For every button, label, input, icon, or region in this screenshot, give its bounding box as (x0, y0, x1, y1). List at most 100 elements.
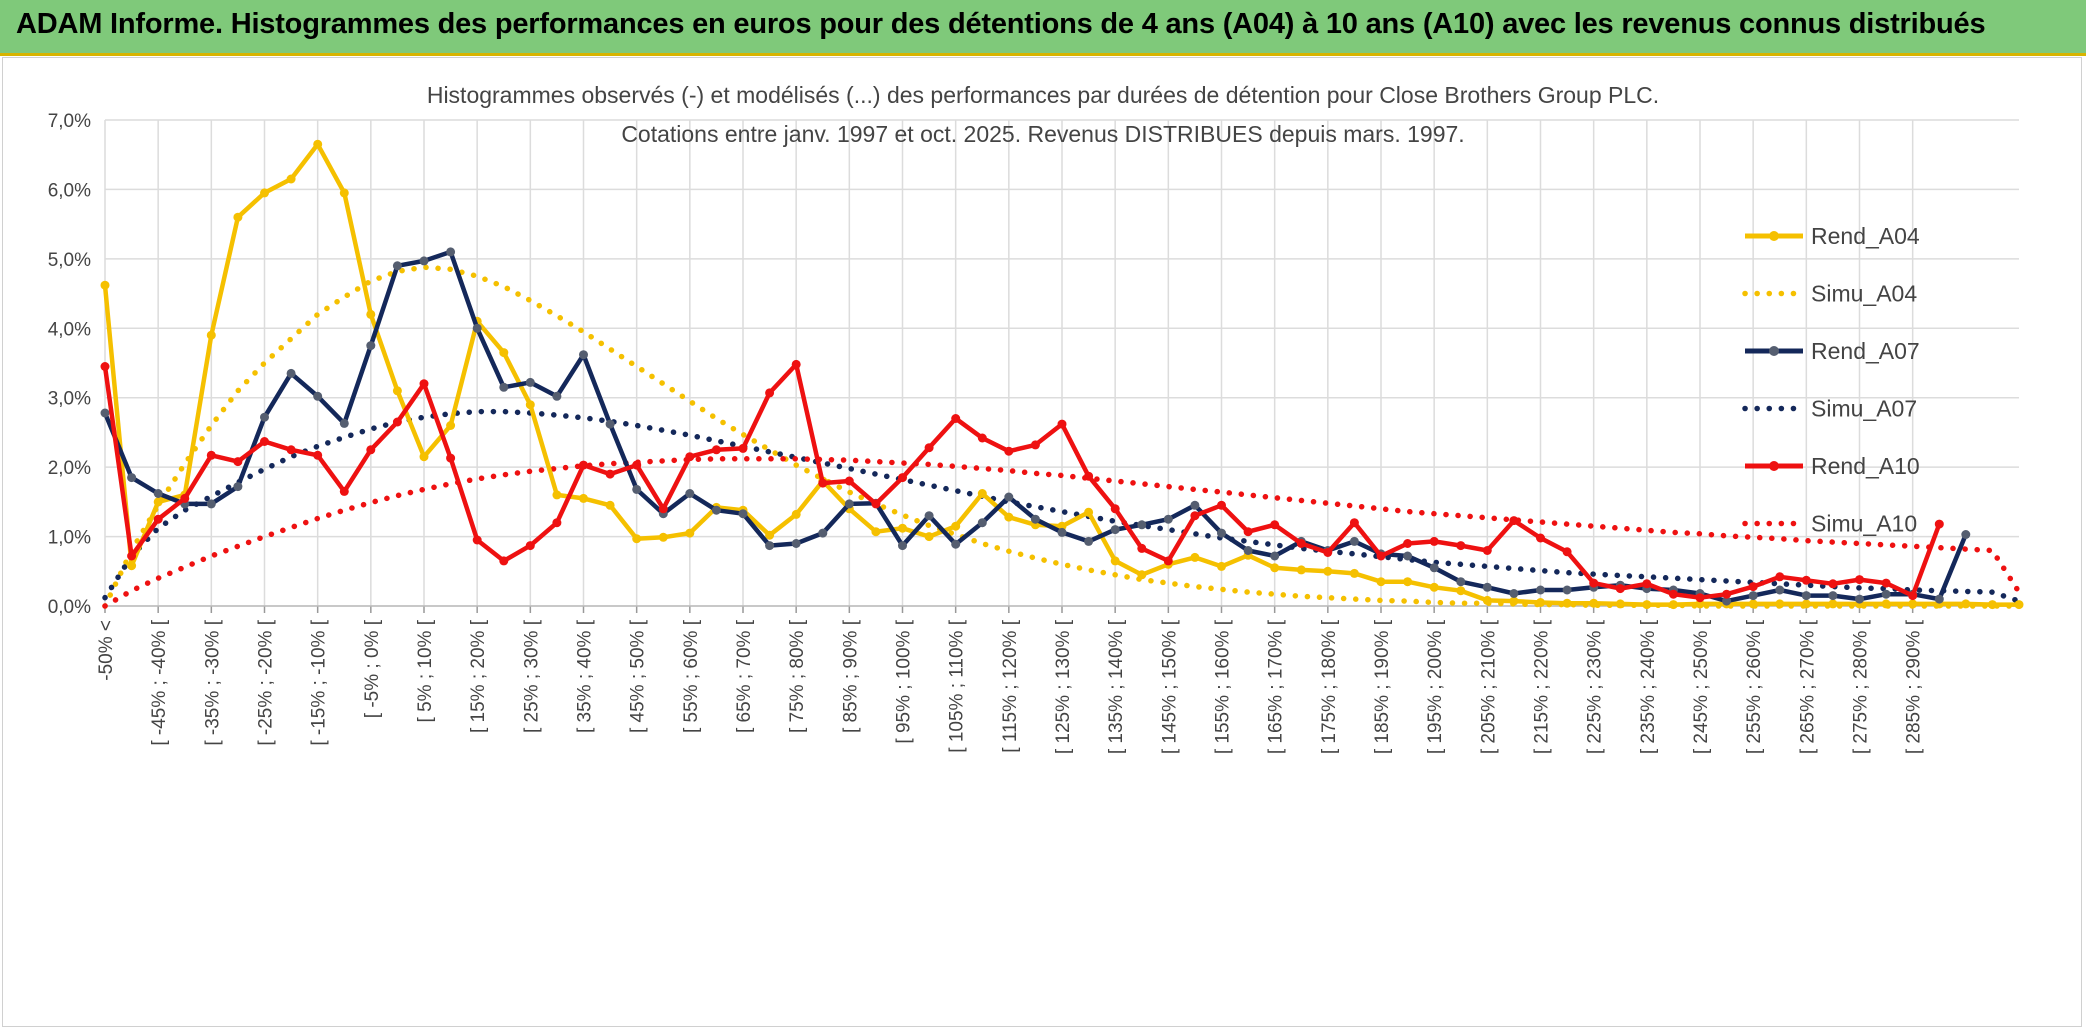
data-point (1456, 541, 1466, 551)
data-point (977, 489, 987, 498)
legend-label: Rend_A07 (1811, 338, 1920, 364)
data-point (1562, 585, 1572, 595)
data-point (153, 497, 163, 507)
y-tick-label: 1,0% (48, 528, 91, 549)
data-point (1323, 566, 1333, 576)
data-point (1403, 551, 1413, 561)
data-point (260, 412, 269, 422)
data-point (446, 453, 456, 463)
x-tick-label: [ 265% ; 270% [ (1797, 619, 1818, 754)
data-point (1642, 600, 1652, 610)
chart-legend: Rend_A04 Simu_A04 Rend_A07 Simu_A07 Rend_A10… (1742, 223, 1920, 537)
x-tick-label: [ 185% ; 190% [ (1372, 619, 1393, 754)
data-point (738, 443, 748, 453)
data-point (180, 493, 190, 503)
x-tick-label: [ 45% ; 50% [ (628, 619, 649, 733)
y-tick-label: 2,0% (48, 458, 91, 479)
legend-item-simu_a10: Simu_A10 (1742, 511, 1917, 537)
data-point (1137, 520, 1147, 530)
data-point (1775, 585, 1785, 595)
data-point (1084, 471, 1094, 481)
data-point (233, 482, 243, 492)
data-point (1137, 570, 1147, 580)
data-point (1110, 525, 1120, 535)
data-point (260, 188, 269, 198)
data-point (1961, 599, 1971, 609)
legend-marker (1769, 461, 1779, 471)
x-tick-label: [ -45% ; -40% [ (149, 619, 170, 745)
chart-series (100, 139, 2024, 610)
legend-label: Rend_A04 (1811, 223, 1920, 249)
data-point (791, 539, 801, 548)
data-point (1934, 594, 1944, 604)
x-tick-label: [ 115% ; 120% [ (1000, 619, 1021, 752)
data-point (818, 478, 828, 488)
x-tick-label: [ 85% ; 90% [ (840, 619, 861, 733)
data-point (1881, 589, 1891, 599)
data-point (1110, 556, 1120, 566)
data-point (1801, 599, 1811, 609)
data-point (1855, 575, 1864, 585)
data-point (1084, 507, 1094, 517)
data-point (499, 382, 509, 392)
data-point (1376, 551, 1386, 561)
data-point (632, 484, 642, 494)
data-point (818, 528, 828, 538)
data-point (871, 527, 881, 537)
histogram-chart: 0,0% 1,0% 2,0% 3,0% 4,0% 5,0% 6,0% 7,0% -50% < [… (48, 82, 2024, 754)
x-tick-label: [ 165% ; 170% [ (1266, 619, 1287, 754)
data-point (1270, 563, 1280, 573)
x-tick-label: [ 75% ; 80% [ (787, 619, 808, 733)
data-point (392, 261, 402, 271)
data-point (1509, 516, 1519, 526)
data-point (1004, 446, 1014, 456)
legend-label: Simu_A07 (1811, 396, 1917, 422)
x-tick-label: [ -5% ; 0% [ (362, 619, 383, 718)
data-point (339, 188, 349, 198)
data-point (392, 417, 402, 427)
series-line (102, 264, 2022, 609)
data-point (127, 551, 137, 561)
data-point (1801, 575, 1811, 585)
x-tick-label: [ 25% ; 30% [ (521, 619, 542, 733)
y-tick-label: 5,0% (48, 250, 91, 271)
data-point (1296, 539, 1306, 548)
x-tick-label: [ 215% ; 220% [ (1532, 619, 1553, 754)
y-tick-label: 7,0% (48, 111, 91, 132)
data-point (1855, 594, 1864, 604)
data-point (1190, 552, 1200, 562)
report-title: ADAM Informe. Histogrammes des performan… (16, 8, 1986, 40)
legend-item-simu_a04: Simu_A04 (1742, 281, 1917, 307)
legend-label: Rend_A10 (1811, 453, 1920, 479)
x-tick-label: [ 225% ; 230% [ (1585, 619, 1606, 754)
data-point (127, 473, 137, 483)
data-point (419, 452, 429, 462)
data-point (1509, 596, 1519, 606)
data-point (1456, 586, 1466, 596)
data-point (579, 460, 588, 470)
data-point (1243, 546, 1253, 555)
chart-frame: 0,0% 1,0% 2,0% 3,0% 4,0% 5,0% 6,0% 7,0% -50% < [… (2, 57, 2082, 1027)
data-point (1110, 504, 1120, 514)
data-point (1828, 599, 1838, 609)
series-rend_a07 (100, 247, 1971, 606)
data-point (791, 359, 801, 369)
data-point (1536, 598, 1545, 607)
data-point (685, 452, 695, 462)
data-point (1482, 582, 1492, 592)
data-point (1270, 520, 1280, 530)
data-point (1615, 584, 1625, 594)
data-point (1987, 600, 1997, 610)
x-tick-label: [ -35% ; -30% [ (202, 619, 223, 745)
data-point (552, 518, 562, 528)
data-point (1828, 591, 1838, 601)
data-point (1748, 591, 1758, 601)
series-rend_a10 (100, 359, 1944, 603)
y-tick-label: 6,0% (48, 180, 91, 201)
series-line (102, 408, 2022, 604)
data-point (206, 499, 216, 509)
data-point (260, 437, 269, 446)
data-point (765, 541, 775, 551)
data-point (127, 561, 137, 571)
data-point (1190, 511, 1200, 521)
